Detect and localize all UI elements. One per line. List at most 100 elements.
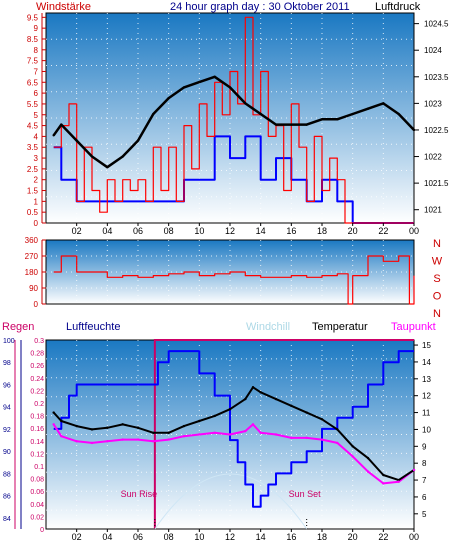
temperature-series-line xyxy=(52,386,415,482)
temperature-tick-label: 7 xyxy=(422,476,427,485)
dewpoint-point xyxy=(366,470,370,473)
rain-tick-label: 0.2 xyxy=(34,401,44,408)
humidity-x-tick-label: 06 xyxy=(133,532,143,542)
wind-tick-label: 4 xyxy=(34,132,39,141)
humidity-tick-label: 94 xyxy=(3,405,11,412)
wind-tick-label: 5 xyxy=(34,111,39,120)
pressure-point xyxy=(259,112,262,116)
gust-series-line xyxy=(53,135,414,224)
sun-arc xyxy=(154,473,308,530)
wind-tick-label: 3 xyxy=(34,154,39,163)
sunrise-label: Sun Rise xyxy=(121,489,158,499)
wind-axis-title: Windstärke xyxy=(36,1,91,13)
pressure-point xyxy=(60,123,63,126)
dewpoint-point xyxy=(412,468,416,472)
temperature-tick-label: 10 xyxy=(422,425,431,434)
rain-tick-label: 0.18 xyxy=(30,414,44,421)
pressure-point xyxy=(382,102,385,105)
pressure-tick-label: 1022 xyxy=(424,153,442,162)
humidity-tick-label: 92 xyxy=(3,427,11,434)
pressure-point xyxy=(244,102,247,105)
temperature-point xyxy=(136,426,140,429)
humidity-x-tick-label: 16 xyxy=(286,532,296,542)
wind-tick-label: 8.5 xyxy=(27,35,39,44)
daylight-frame xyxy=(153,339,414,529)
temperature-tick-label: 12 xyxy=(422,392,431,401)
temperature-point xyxy=(244,397,247,401)
temperature-point xyxy=(121,423,124,426)
compass-label: S xyxy=(433,273,440,285)
rain-tick-label: 0.06 xyxy=(30,489,44,496)
temperature-tick-label: 14 xyxy=(422,358,431,367)
pressure-point xyxy=(152,112,155,116)
pressure-point xyxy=(213,75,216,78)
wind-tick-label: 4.5 xyxy=(27,122,39,131)
humidity-x-tick-label: 22 xyxy=(378,532,388,542)
pressure-point xyxy=(198,80,201,84)
rain-tick-label: 0.26 xyxy=(30,363,44,370)
humidity-tick-label: 90 xyxy=(3,449,11,456)
temperature-point xyxy=(213,414,216,418)
wind-tick-label: 7 xyxy=(34,67,39,76)
direction-tick-label: 360 xyxy=(25,236,39,245)
temperature-tick-label: 5 xyxy=(422,510,427,519)
wind-tick-label: 7.5 xyxy=(27,57,39,66)
wind-x-tick-label: 12 xyxy=(225,226,235,236)
temperature-tick-label: 11 xyxy=(422,409,431,418)
wind-tick-label: 1 xyxy=(34,197,39,206)
temperature-point xyxy=(198,419,201,423)
temperature-point xyxy=(397,478,400,482)
dewpoint-point xyxy=(167,438,170,441)
dewpoint-point xyxy=(251,423,255,426)
temperature-point xyxy=(274,397,278,401)
pressure-point xyxy=(75,139,78,142)
temperature-point xyxy=(305,411,308,414)
dewpoint-point xyxy=(198,433,201,436)
rain-tick-label: 0 xyxy=(40,527,44,534)
pressure-tick-label: 1021.5 xyxy=(424,179,449,188)
wind-x-tick-label: 08 xyxy=(164,226,174,236)
temperature-point xyxy=(351,445,354,448)
pressure-point xyxy=(366,107,370,110)
dewpoint-point xyxy=(228,433,232,436)
wind-tick-label: 0.5 xyxy=(27,208,39,217)
dewpoint-point xyxy=(152,440,155,443)
humidity-series-line xyxy=(53,350,414,508)
temperature-point xyxy=(336,428,339,431)
humidity-x-tick-label: 04 xyxy=(102,532,112,542)
dewpoint-point xyxy=(244,429,247,433)
temperature-point xyxy=(52,411,55,414)
dewpoint-point xyxy=(259,431,262,435)
temperature-point xyxy=(382,473,385,477)
pressure-point xyxy=(336,118,339,121)
pressure-tick-label: 1022.5 xyxy=(424,126,449,135)
dewpoint-point xyxy=(213,431,216,435)
compass-label: O xyxy=(433,291,442,303)
humidity-tick-label: 98 xyxy=(3,360,11,367)
temperature-point xyxy=(251,386,255,389)
wind-x-tick-label: 14 xyxy=(256,226,266,236)
pressure-tick-label: 1021 xyxy=(424,206,442,215)
pressure-tick-label: 1023 xyxy=(424,99,442,108)
wind-tick-label: 3.5 xyxy=(27,143,39,152)
pressure-point xyxy=(167,96,170,100)
wind-tick-label: 9 xyxy=(34,24,39,33)
direction-tick-label: 270 xyxy=(25,252,39,261)
dewpoint-point xyxy=(320,438,324,441)
pressure-tick-label: 1023.5 xyxy=(424,73,449,82)
temperature-point xyxy=(259,391,262,394)
pressure-point xyxy=(305,123,308,126)
humidity-tick-label: 84 xyxy=(3,516,11,523)
wind-tick-label: 9.5 xyxy=(27,13,39,22)
humidity-x-tick-label: 14 xyxy=(256,532,266,542)
humidity-tick-label: 88 xyxy=(3,471,11,478)
temperature-point xyxy=(182,424,186,428)
wind-x-tick-label: 10 xyxy=(194,226,204,236)
pressure-point xyxy=(136,139,140,142)
rain-tick-label: 0.02 xyxy=(30,514,44,521)
rain-tick-label: 0.1 xyxy=(34,464,44,471)
dewpoint-point xyxy=(106,440,109,443)
temperature-point xyxy=(152,431,155,435)
humidity-x-tick-label: 20 xyxy=(348,532,358,542)
